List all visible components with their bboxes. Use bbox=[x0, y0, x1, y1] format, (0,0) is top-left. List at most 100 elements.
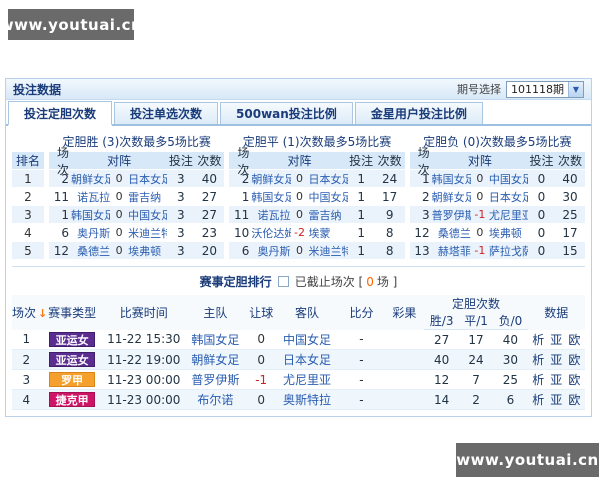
away-team-link[interactable]: 日本女足 bbox=[283, 353, 332, 367]
asian-odds-link[interactable]: 亚 bbox=[550, 393, 563, 407]
rank-cell: 3 bbox=[12, 206, 44, 223]
league-badge[interactable]: 罗甲 bbox=[49, 372, 96, 387]
table-title: 定胆平 (1)次数最多5场比赛 bbox=[242, 135, 392, 149]
away-team-link[interactable]: 米迪兰特 bbox=[128, 226, 168, 240]
home-team-link[interactable]: 桑德兰 bbox=[437, 226, 471, 240]
away-team-link[interactable]: 雷吉纳 bbox=[308, 208, 342, 222]
data-links: 析亚欧 bbox=[527, 389, 585, 410]
euro-odds-link[interactable]: 欧 bbox=[568, 373, 581, 387]
home-team-link[interactable]: 韩国女足 bbox=[71, 208, 111, 222]
chevron-down-icon[interactable]: ▼ bbox=[568, 81, 583, 97]
rank-column: 排名 1 2 3 4 5 bbox=[12, 133, 44, 260]
home-team-link[interactable]: 朝鲜女足 bbox=[71, 172, 111, 186]
rank-cell: 1 bbox=[12, 170, 44, 187]
home-team-link[interactable]: 韩国女足 bbox=[251, 190, 291, 204]
handicap-value: -1 bbox=[474, 208, 486, 221]
away-team-link[interactable]: 埃弗顿 bbox=[488, 226, 522, 240]
euro-odds-link[interactable]: 欧 bbox=[568, 332, 581, 347]
away-team-link[interactable]: 尤尼里亚 bbox=[283, 373, 332, 387]
handicap-value: 0 bbox=[115, 244, 123, 257]
table-header-row: 场次 对阵 投注 次数 bbox=[409, 146, 585, 177]
away-team-link[interactable]: 奥斯特拉 bbox=[283, 393, 332, 407]
handicap-value: 0 bbox=[296, 172, 303, 185]
away-team-link[interactable]: 中国女足 bbox=[283, 332, 332, 347]
period-select-value: 101118期 bbox=[511, 83, 564, 96]
asian-odds-link[interactable]: 亚 bbox=[550, 332, 563, 347]
asian-odds-link[interactable]: 亚 bbox=[550, 353, 563, 367]
away-team-link[interactable]: 米迪兰特 bbox=[308, 244, 348, 258]
away-team-link[interactable]: 埃蒙 bbox=[308, 226, 331, 240]
home-team-link[interactable]: 赫塔菲 bbox=[437, 244, 471, 258]
away-team-link[interactable]: 尤尼里亚 bbox=[488, 208, 528, 222]
period-select[interactable]: 101118期 ▼ bbox=[506, 80, 584, 98]
watermark-bottom: www.youtuai.cn bbox=[456, 443, 599, 477]
tab-bet-single-counts[interactable]: 投注单选次数 bbox=[114, 102, 219, 124]
home-team-link[interactable]: 奥丹斯 bbox=[77, 226, 111, 240]
handicap-value: -1 bbox=[255, 372, 268, 387]
table-row: 6 奥丹斯 0 米迪兰特 1 8 bbox=[229, 242, 405, 259]
analysis-link[interactable]: 析 bbox=[532, 393, 545, 407]
handicap-value: 0 bbox=[257, 352, 266, 367]
ranking-section-header: 赛事定胆排行 已截止场次 [0 场 ] bbox=[12, 266, 585, 295]
data-links: 析亚欧 bbox=[527, 329, 585, 350]
handicap-value: 0 bbox=[115, 190, 123, 203]
result-cell bbox=[384, 349, 425, 370]
asian-odds-link[interactable]: 亚 bbox=[550, 373, 563, 387]
home-team-link[interactable]: 诺瓦拉 bbox=[257, 208, 291, 222]
away-team-link[interactable]: 日本女足 bbox=[128, 172, 168, 186]
tab-bet-anchor-counts[interactable]: 投注定胆次数 bbox=[8, 101, 113, 126]
home-team-link[interactable]: 普罗伊斯 bbox=[191, 373, 240, 387]
away-team-link[interactable]: 萨拉戈萨 bbox=[488, 244, 528, 258]
table-row: 6 奥丹斯 0 米迪兰特 3 23 bbox=[49, 224, 225, 241]
league-badge[interactable]: 捷克甲 bbox=[49, 392, 96, 407]
home-team-link[interactable]: 桑德兰 bbox=[77, 244, 111, 258]
home-team-link[interactable]: 普罗伊斯 bbox=[431, 208, 471, 222]
handicap-value: 0 bbox=[115, 172, 123, 185]
away-team-link[interactable]: 中国女足 bbox=[308, 190, 348, 204]
col-match-no-sortable[interactable]: 场次 ↓ bbox=[12, 295, 47, 330]
home-team-link[interactable]: 朝鲜女足 bbox=[251, 172, 291, 186]
tab-500wan-bet-ratio[interactable]: 500wan投注比例 bbox=[220, 102, 353, 124]
handicap-value: -2 bbox=[294, 226, 305, 239]
closed-count: 0 bbox=[366, 275, 374, 289]
home-team-link[interactable]: 朝鲜女足 bbox=[431, 190, 471, 204]
table-row: 1 韩国女足 0 中国女足 0 40 bbox=[409, 170, 585, 187]
home-team-link[interactable]: 布尔诺 bbox=[197, 393, 234, 407]
col-anchor-counts-group: 定胆次数 bbox=[424, 295, 528, 312]
euro-odds-link[interactable]: 欧 bbox=[568, 353, 581, 367]
col-draw1: 平/1 bbox=[458, 312, 494, 330]
period-selector-group: 期号选择 101118期 ▼ bbox=[457, 80, 584, 98]
col-away: 客队 bbox=[275, 295, 339, 330]
away-team-link[interactable]: 雷吉纳 bbox=[128, 190, 162, 204]
tab-goldstar-user-ratio[interactable]: 金星用户投注比例 bbox=[354, 102, 483, 124]
handicap-value: 0 bbox=[296, 244, 303, 257]
betting-data-panel: 投注数据 期号选择 101118期 ▼ 投注定胆次数 投注单选次数 500wan… bbox=[5, 78, 592, 417]
handicap-value: 0 bbox=[476, 190, 484, 203]
home-team-link[interactable]: 朝鲜女足 bbox=[191, 353, 240, 367]
top-five-tables: 排名 1 2 3 4 5 定胆胜 (3)次数最多5场比赛 场次 对阵 投注 次数… bbox=[12, 133, 585, 260]
table-row: 2 朝鲜女足 0 日本女足 0 30 bbox=[409, 188, 585, 205]
away-team-link[interactable]: 埃弗顿 bbox=[128, 244, 162, 258]
result-cell bbox=[384, 329, 425, 350]
closed-matches-checkbox[interactable] bbox=[277, 276, 289, 287]
away-team-link[interactable]: 中国女足 bbox=[488, 172, 528, 186]
result-cell bbox=[384, 389, 425, 410]
away-team-link[interactable]: 日本女足 bbox=[308, 172, 348, 186]
home-team-link[interactable]: 沃伦达姆 bbox=[251, 226, 291, 240]
home-team-link[interactable]: 韩国女足 bbox=[191, 332, 240, 347]
away-team-link[interactable]: 日本女足 bbox=[488, 190, 528, 204]
col-home: 主队 bbox=[183, 295, 247, 330]
analysis-link[interactable]: 析 bbox=[532, 373, 545, 387]
handicap-value: 0 bbox=[476, 172, 484, 185]
table-row: 10 沃伦达姆 -2 埃蒙 1 8 bbox=[229, 224, 405, 241]
analysis-link[interactable]: 析 bbox=[532, 353, 545, 367]
euro-odds-link[interactable]: 欧 bbox=[568, 393, 581, 407]
league-badge[interactable]: 亚运女 bbox=[49, 352, 96, 367]
away-team-link[interactable]: 中国女足 bbox=[128, 208, 168, 222]
home-team-link[interactable]: 奥丹斯 bbox=[257, 244, 291, 258]
home-team-link[interactable]: 诺瓦拉 bbox=[77, 190, 111, 204]
rank-header: 排名 bbox=[15, 154, 40, 168]
league-badge[interactable]: 亚运女 bbox=[49, 331, 96, 347]
analysis-link[interactable]: 析 bbox=[532, 332, 545, 347]
home-team-link[interactable]: 韩国女足 bbox=[431, 172, 471, 186]
